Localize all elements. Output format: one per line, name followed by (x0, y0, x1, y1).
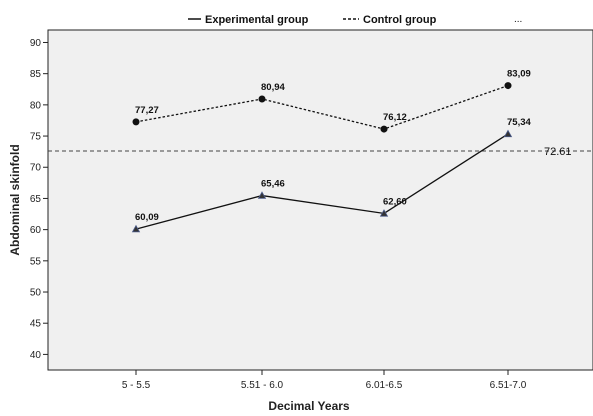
legend-extra: ... (514, 14, 522, 25)
series-line-control (135, 84, 509, 130)
x-tick-label: 6.51-7.0 (490, 380, 527, 391)
y-tick-label: 75 (30, 132, 42, 143)
data-point-control (504, 82, 512, 90)
x-axis: 5 - 5.5 5.51 - 6.0 6.01-6.5 6.51-7.0 (122, 370, 527, 391)
y-tick-label: 50 (30, 288, 42, 299)
y-tick-label: 40 (30, 350, 42, 361)
data-label: 80,94 (261, 82, 285, 93)
data-label: 77,27 (135, 105, 159, 116)
y-tick-label: 85 (30, 69, 42, 80)
y-axis: 40 45 50 55 60 65 70 75 80 85 90 (30, 38, 48, 361)
y-tick-label: 90 (30, 38, 42, 49)
legend-label-control: Control group (363, 14, 437, 26)
data-point-control (258, 95, 266, 103)
x-tick-label: 5.51 - 6.0 (241, 380, 284, 391)
reference-line-label: 72.61 (544, 146, 572, 158)
y-tick-label: 55 (30, 256, 42, 267)
plot-area (47, 29, 593, 371)
data-label: 75,34 (507, 117, 531, 128)
data-label: 62,60 (383, 196, 407, 207)
data-label: 76,12 (383, 112, 407, 123)
y-tick-label: 80 (30, 100, 42, 111)
y-tick-label: 45 (30, 319, 42, 330)
legend-label-experimental: Experimental group (205, 14, 309, 26)
data-point-experimental (503, 129, 513, 138)
data-point-experimental (379, 209, 389, 217)
y-tick-label: 60 (30, 225, 42, 236)
series-line-experimental (135, 133, 509, 230)
data-label: 60,09 (135, 212, 159, 223)
data-point-control (132, 118, 140, 126)
x-tick-label: 5 - 5.5 (122, 380, 151, 391)
x-axis-title: Decimal Years (268, 399, 350, 413)
data-point-control (380, 125, 388, 133)
reference-line: 72.61 (48, 146, 593, 158)
data-point-experimental (131, 224, 141, 233)
data-point-experimental (257, 191, 267, 199)
legend: Experimental group Control group ... (188, 14, 522, 26)
data-label: 83,09 (507, 69, 531, 80)
y-tick-label: 70 (30, 163, 42, 174)
series-layer: 60,09 65,46 62,60 75,34 77,27 80,94 76,12 83,09 (131, 69, 531, 233)
data-label: 65,46 (261, 179, 285, 190)
x-tick-label: 6.01-6.5 (366, 380, 403, 391)
y-axis-title: Abdominal skinfold (8, 144, 22, 255)
y-tick-label: 65 (30, 194, 42, 205)
